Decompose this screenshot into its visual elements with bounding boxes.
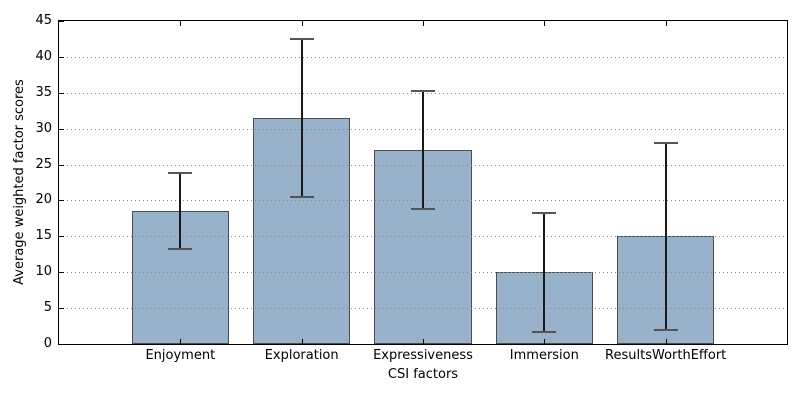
- x-axis-label: CSI factors: [387, 367, 459, 382]
- x-tick-label: Exploration: [264, 348, 339, 363]
- error-bar-line: [300, 38, 303, 197]
- x-tick-mark-bottom: [180, 339, 181, 344]
- gridline: [59, 308, 787, 309]
- y-tick-mark: [59, 21, 64, 22]
- x-tick-label: Immersion: [509, 348, 579, 363]
- y-tick-mark: [59, 272, 64, 273]
- x-tick-label: ResultsWorthEffort: [605, 348, 727, 363]
- y-tick-label: 10: [35, 264, 52, 280]
- x-tick-mark-bottom: [423, 339, 424, 344]
- y-tick-label: 45: [35, 13, 52, 28]
- x-tick-mark-bottom: [302, 339, 303, 344]
- y-tick-mark: [59, 344, 64, 345]
- error-bar-line: [543, 212, 546, 332]
- x-tick-mark-top: [423, 21, 424, 26]
- y-tick-label: 35: [35, 84, 52, 100]
- x-tick-mark-bottom: [666, 339, 667, 344]
- y-tick-label: 15: [35, 228, 52, 244]
- y-tick-label: 25: [35, 156, 52, 172]
- error-bar-cap-top: [653, 142, 678, 145]
- y-tick-mark: [59, 129, 64, 130]
- y-tick-mark: [59, 200, 64, 201]
- error-bar-line: [179, 173, 182, 250]
- error-bar-cap-bottom: [289, 195, 314, 198]
- x-tick-mark-bottom: [544, 339, 545, 344]
- y-tick-label: 5: [43, 300, 52, 316]
- x-tick-mark-top: [544, 21, 545, 26]
- y-tick-mark: [59, 57, 64, 58]
- y-tick-mark: [59, 236, 64, 237]
- x-tick-label: Enjoyment: [145, 348, 216, 363]
- error-bar-cap-top: [532, 211, 557, 214]
- gridline: [59, 236, 787, 237]
- error-bar-cap-bottom: [532, 330, 557, 333]
- error-bar-cap-top: [411, 90, 435, 93]
- y-tick-label: 20: [35, 192, 52, 208]
- x-tick-mark-top: [180, 21, 181, 26]
- y-tick-mark: [59, 93, 64, 94]
- plot-area: [58, 20, 788, 345]
- y-tick-mark: [59, 165, 64, 166]
- gridline: [59, 57, 787, 58]
- error-bar-cap-top: [289, 37, 314, 40]
- error-bar-line: [422, 91, 424, 210]
- x-tick-mark-top: [666, 21, 667, 26]
- gridline: [59, 272, 787, 273]
- y-tick-label: 30: [35, 120, 52, 136]
- x-tick-label: Expressiveness: [373, 348, 473, 363]
- error-bar-cap-bottom: [168, 248, 193, 251]
- error-bar-cap-bottom: [653, 328, 678, 331]
- y-tick-label: 0: [43, 336, 52, 351]
- error-bar-line: [664, 143, 667, 330]
- y-tick-label: 40: [35, 48, 52, 64]
- error-bar-cap-top: [168, 172, 193, 175]
- y-tick-mark: [59, 308, 64, 309]
- error-bar-cap-bottom: [411, 208, 435, 211]
- x-tick-mark-top: [302, 21, 303, 26]
